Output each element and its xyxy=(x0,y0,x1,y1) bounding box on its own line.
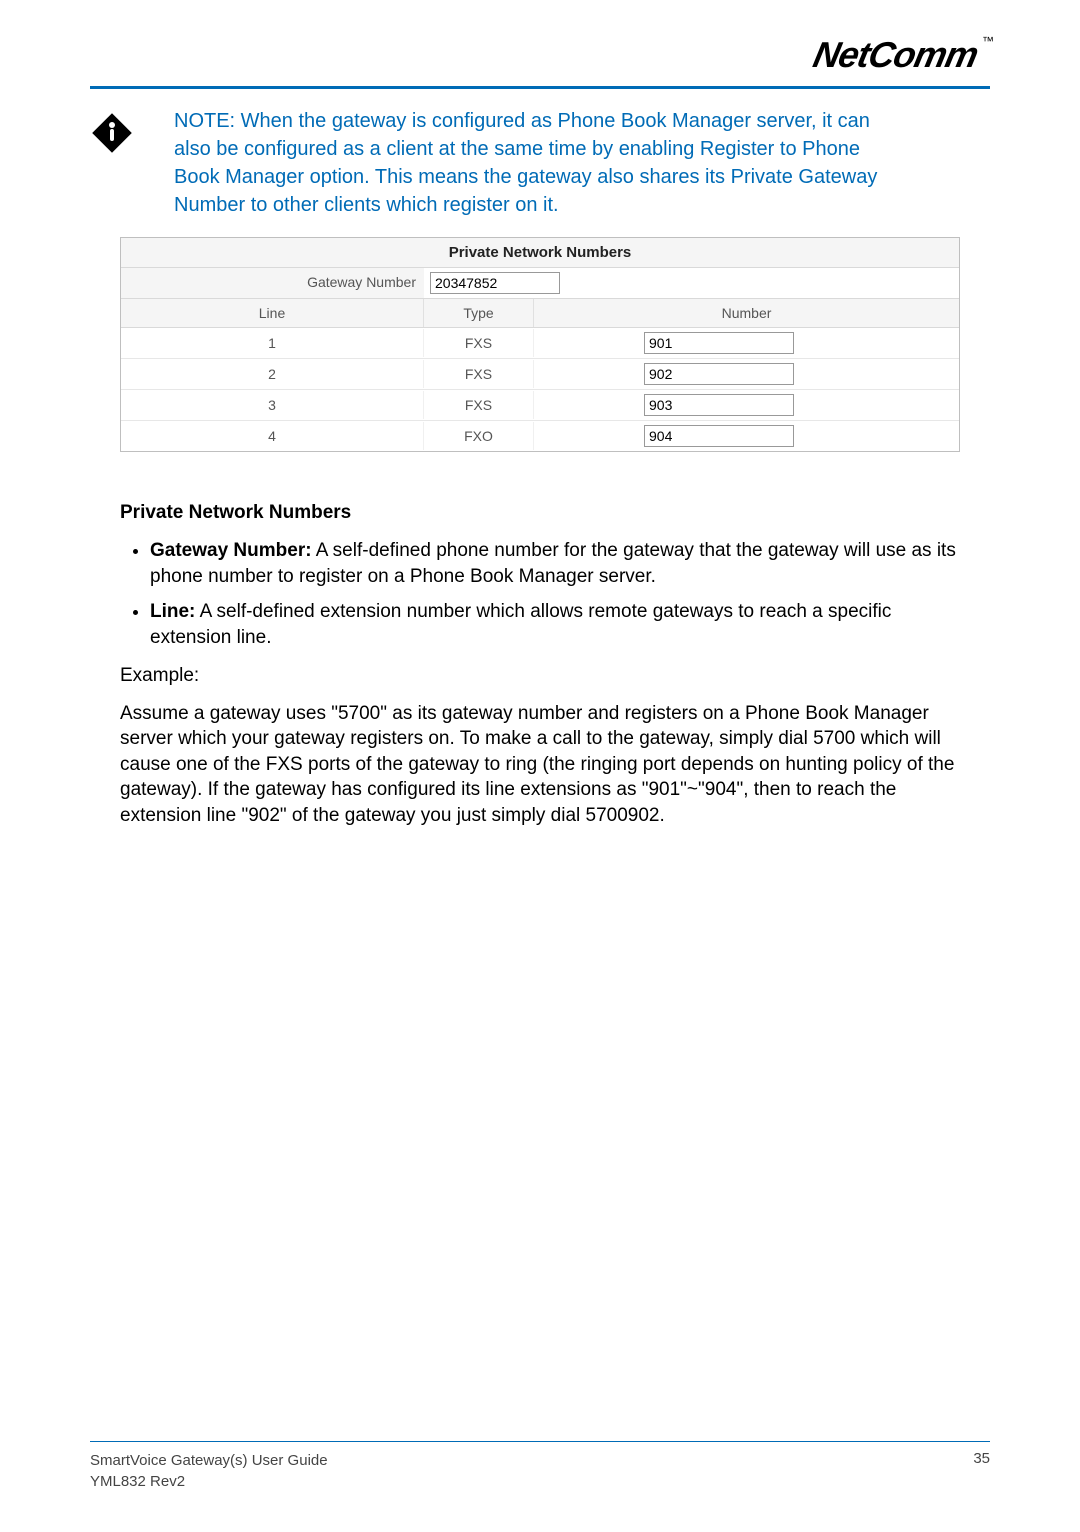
page-footer: SmartVoice Gateway(s) User Guide YML832 … xyxy=(90,1441,990,1492)
table-row: 1 FXS xyxy=(121,328,959,359)
cell-line: 2 xyxy=(121,360,424,388)
cell-type: FXS xyxy=(424,329,534,357)
table-row: 2 FXS xyxy=(121,359,959,390)
cell-type: FXS xyxy=(424,391,534,419)
gateway-number-cell xyxy=(424,268,566,298)
table-title: Private Network Numbers xyxy=(121,238,959,268)
bullet-label: Gateway Number: xyxy=(150,540,312,561)
footer-rev: YML832 Rev2 xyxy=(90,1471,328,1492)
table-header-row: Line Type Number xyxy=(121,299,959,328)
line-number-input[interactable] xyxy=(644,425,794,447)
col-number: Number xyxy=(534,299,959,327)
line-number-input[interactable] xyxy=(644,363,794,385)
gateway-number-label: Gateway Number xyxy=(121,268,424,298)
col-type: Type xyxy=(424,299,534,327)
list-item: Gateway Number: A self-defined phone num… xyxy=(150,538,960,589)
gateway-number-input[interactable] xyxy=(430,272,560,294)
cell-type: FXO xyxy=(424,422,534,450)
brand-logo: NetComm™ xyxy=(810,34,995,76)
bullet-text: A self-defined extension number which al… xyxy=(150,601,891,648)
col-line: Line xyxy=(121,299,424,327)
cell-type: FXS xyxy=(424,360,534,388)
cell-line: 3 xyxy=(121,391,424,419)
footer-left: SmartVoice Gateway(s) User Guide YML832 … xyxy=(90,1450,328,1492)
example-body: Assume a gateway uses "5700" as its gate… xyxy=(120,701,960,829)
line-number-input[interactable] xyxy=(644,332,794,354)
note-text: NOTE: When the gateway is configured as … xyxy=(174,107,894,219)
list-item: Line: A self-defined extension number wh… xyxy=(150,599,960,650)
footer-page-number: 35 xyxy=(973,1450,990,1492)
header: NetComm™ xyxy=(90,30,990,80)
header-rule xyxy=(90,86,990,89)
alert-diamond-icon xyxy=(90,111,134,155)
section-heading: Private Network Numbers xyxy=(120,502,960,524)
note-block: NOTE: When the gateway is configured as … xyxy=(90,107,990,219)
private-network-numbers-table: Private Network Numbers Gateway Number L… xyxy=(120,237,960,452)
bullet-label: Line: xyxy=(150,601,195,622)
example-label: Example: xyxy=(120,665,960,687)
cell-line: 4 xyxy=(121,422,424,450)
cell-line: 1 xyxy=(121,329,424,357)
brand-name: NetComm xyxy=(810,34,982,75)
gateway-number-row: Gateway Number xyxy=(121,268,959,299)
bullet-list: Gateway Number: A self-defined phone num… xyxy=(120,538,960,651)
table-row: 3 FXS xyxy=(121,390,959,421)
line-number-input[interactable] xyxy=(644,394,794,416)
table-row: 4 FXO xyxy=(121,421,959,451)
brand-tm: ™ xyxy=(982,34,993,48)
footer-guide: SmartVoice Gateway(s) User Guide xyxy=(90,1450,328,1471)
